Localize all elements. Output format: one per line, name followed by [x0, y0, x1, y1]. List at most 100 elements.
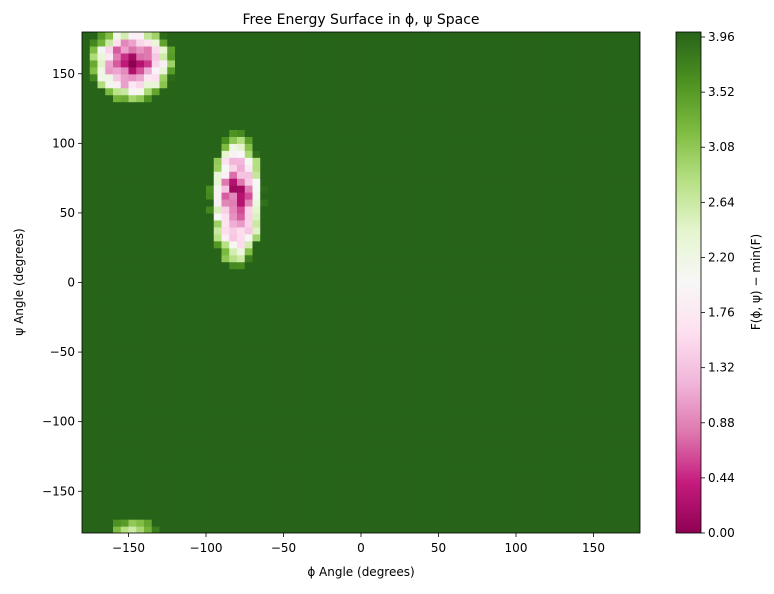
heatmap-cell — [136, 185, 145, 193]
heatmap-cell — [562, 463, 571, 471]
heatmap-cell — [306, 282, 316, 291]
heatmap-cell — [454, 73, 463, 82]
heatmap-cell — [136, 421, 145, 430]
heatmap-cell — [593, 59, 602, 68]
heatmap-cell — [221, 379, 230, 388]
heatmap-cell — [221, 219, 230, 228]
heatmap-cell — [144, 386, 153, 395]
heatmap-cell — [578, 428, 587, 437]
heatmap-cell — [244, 491, 254, 499]
heatmap-cell — [345, 498, 354, 506]
heatmap-cell — [105, 379, 114, 388]
heatmap-cell — [159, 157, 168, 165]
heatmap-cell — [345, 282, 354, 291]
heatmap-cell — [337, 192, 347, 200]
heatmap-cell — [461, 136, 471, 144]
heatmap-cell — [353, 435, 362, 444]
heatmap-cell — [128, 282, 137, 291]
heatmap-cell — [151, 449, 161, 458]
heatmap-cell — [593, 192, 602, 200]
heatmap-cell — [500, 38, 509, 47]
heatmap-cell — [144, 289, 153, 298]
heatmap-cell — [516, 317, 525, 325]
heatmap-cell — [136, 366, 145, 374]
heatmap-cell — [89, 282, 99, 291]
heatmap-cell — [136, 32, 145, 40]
heatmap-cell — [105, 129, 114, 137]
heatmap-cell — [113, 205, 122, 214]
heatmap-cell — [585, 470, 595, 478]
heatmap-cell — [438, 205, 447, 214]
heatmap-cell — [89, 463, 99, 471]
heatmap-cell — [175, 261, 184, 270]
heatmap-cell — [82, 164, 91, 172]
heatmap-cell — [144, 122, 153, 131]
heatmap-cell — [128, 38, 137, 47]
heatmap-cell — [345, 150, 354, 158]
heatmap-cell — [554, 261, 564, 270]
heatmap-cell — [593, 261, 602, 270]
heatmap-cell — [291, 428, 300, 437]
heatmap-cell — [601, 435, 610, 444]
heatmap-cell — [260, 129, 269, 137]
heatmap-cell — [492, 233, 502, 242]
heatmap-cell — [291, 463, 300, 471]
heatmap-cell — [423, 261, 432, 270]
heatmap-cell — [190, 317, 199, 325]
heatmap-cell — [299, 226, 308, 235]
heatmap-cell — [407, 59, 416, 68]
heatmap-cell — [384, 52, 393, 61]
heatmap-cell — [314, 45, 323, 54]
heatmap-cell — [175, 338, 184, 346]
heatmap-cell — [244, 442, 254, 451]
heatmap-cell — [477, 519, 486, 527]
heatmap-cell — [213, 352, 223, 360]
heatmap-cell — [531, 393, 540, 402]
heatmap-cell — [585, 400, 595, 409]
heatmap-cell — [252, 136, 261, 144]
heatmap-cell — [275, 226, 285, 235]
heatmap-cell — [454, 94, 463, 103]
heatmap-cell — [314, 435, 323, 444]
heatmap-cell — [423, 331, 432, 339]
heatmap-cell — [492, 52, 502, 61]
heatmap-cell — [190, 359, 199, 367]
heatmap-cell — [167, 101, 176, 110]
heatmap-cell — [306, 470, 316, 478]
heatmap-cell — [322, 178, 331, 186]
heatmap-cell — [492, 463, 502, 471]
heatmap-cell — [221, 275, 230, 284]
heatmap-cell — [353, 372, 362, 381]
heatmap-cell — [337, 59, 347, 68]
heatmap-cell — [89, 45, 99, 54]
heatmap-cell — [330, 73, 339, 82]
heatmap-cell — [330, 45, 339, 54]
heatmap-cell — [268, 108, 277, 117]
heatmap-cell — [368, 122, 378, 131]
heatmap-cell — [237, 463, 246, 471]
heatmap-cell — [120, 366, 130, 374]
heatmap-cell — [554, 122, 564, 131]
heatmap-cell — [376, 254, 385, 263]
heatmap-cell — [299, 526, 308, 533]
heatmap-cell — [213, 157, 223, 165]
heatmap-cell — [570, 526, 579, 533]
heatmap-cell — [144, 129, 153, 137]
heatmap-cell — [268, 414, 277, 423]
heatmap-cell — [306, 199, 316, 207]
heatmap-cell — [89, 185, 99, 193]
heatmap-cell — [144, 366, 153, 374]
heatmap-cell — [469, 205, 478, 214]
heatmap-cell — [500, 101, 509, 110]
heatmap-cell — [213, 150, 223, 158]
heatmap-cell — [330, 317, 339, 325]
heatmap-cell — [260, 247, 269, 256]
heatmap-cell — [368, 491, 378, 499]
heatmap-cell — [89, 136, 99, 144]
heatmap-cell — [306, 331, 316, 339]
heatmap-cell — [392, 366, 401, 374]
heatmap-cell — [221, 526, 230, 533]
heatmap-cell — [283, 512, 292, 520]
heatmap-cell — [260, 261, 269, 270]
heatmap-cell — [430, 449, 440, 458]
